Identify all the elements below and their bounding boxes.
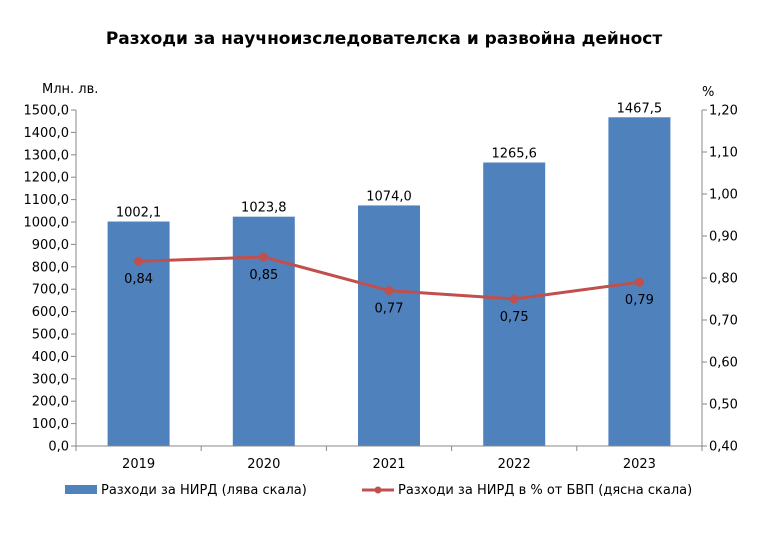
- bar-value-label: 1074,0: [366, 189, 412, 204]
- left-tick-label: 0,0: [48, 440, 69, 455]
- left-tick-label: 300,0: [32, 372, 69, 387]
- left-tick-label: 1500,0: [24, 104, 70, 119]
- bar-value-label: 1002,1: [116, 206, 162, 221]
- line-value-label: 0,84: [124, 272, 153, 287]
- line-value-label: 0,75: [500, 310, 529, 325]
- line-value-label: 0,85: [249, 268, 278, 283]
- left-axis: 0,0 100,0 200,0 300,0 400,0 500,0 600,0 700,0 80…: [24, 104, 77, 455]
- bar: [232, 216, 295, 446]
- right-tick-label: 0,60: [709, 356, 738, 371]
- line-point: [259, 252, 269, 262]
- right-tick-label: 1,00: [709, 188, 738, 203]
- right-axis: 0,40 0,50 0,60 0,70 0,80 0,90 1,00 1,10 1,20: [701, 104, 738, 455]
- bar: [483, 162, 546, 446]
- left-tick-label: 700,0: [32, 283, 69, 298]
- line-point: [384, 286, 394, 296]
- x-tick-label: 2019: [122, 457, 155, 472]
- left-tick-label: 600,0: [32, 305, 69, 320]
- x-tick-label: 2021: [372, 457, 405, 472]
- bar-value-label: 1023,8: [241, 201, 287, 216]
- right-tick-label: 1,10: [709, 146, 738, 161]
- x-tick-label: 2020: [247, 457, 280, 472]
- left-tick-label: 1000,0: [24, 216, 70, 231]
- left-tick-label: 1100,0: [24, 193, 70, 208]
- chart-title: Разходи за научноизследователска и разво…: [106, 29, 663, 49]
- line-value-label: 0,79: [625, 293, 654, 308]
- bar: [107, 221, 170, 446]
- x-tick-label: 2022: [498, 457, 531, 472]
- x-tick-label: 2023: [623, 457, 656, 472]
- x-axis: 2019 2020 2021 2022 2023: [75, 445, 703, 472]
- line-point: [634, 277, 644, 287]
- left-tick-label: 100,0: [32, 417, 69, 432]
- right-tick-label: 0,70: [709, 314, 738, 329]
- legend-swatch-marker: [374, 486, 382, 494]
- left-tick-label: 1300,0: [24, 148, 70, 163]
- line-value-label: 0,77: [375, 302, 404, 317]
- left-tick-label: 800,0: [32, 260, 69, 275]
- left-tick-label: 900,0: [32, 238, 69, 253]
- left-axis-unit-label: Млн. лв.: [42, 82, 98, 97]
- bar: [358, 205, 420, 446]
- bar-series: 1002,1 1023,8 1074,0 1265,6 1467,5: [107, 101, 671, 446]
- right-tick-label: 0,40: [709, 440, 738, 455]
- legend-label-bar: Разходи за НИРД (лява скала): [101, 483, 307, 498]
- line-series: 0,84 0,85 0,77 0,75 0,79: [124, 252, 654, 325]
- left-tick-label: 200,0: [32, 395, 69, 410]
- right-tick-label: 0,90: [709, 230, 738, 245]
- right-tick-label: 0,50: [709, 398, 738, 413]
- right-tick-label: 1,20: [709, 104, 738, 119]
- left-tick-label: 400,0: [32, 350, 69, 365]
- line-point: [134, 256, 144, 266]
- left-tick-label: 1200,0: [24, 171, 70, 186]
- legend: Разходи за НИРД (лява скала) Разходи за …: [65, 483, 692, 498]
- left-tick-label: 500,0: [32, 328, 69, 343]
- left-tick-label: 1400,0: [24, 126, 70, 141]
- right-axis-unit-label: %: [702, 85, 714, 100]
- line-point: [509, 294, 519, 304]
- legend-label-line: Разходи за НИРД в % от БВП (дясна скала): [398, 483, 692, 498]
- bar-value-label: 1265,6: [491, 147, 537, 162]
- bar-value-label: 1467,5: [617, 101, 663, 116]
- legend-swatch-bar: [65, 485, 97, 494]
- right-tick-label: 0,80: [709, 272, 738, 287]
